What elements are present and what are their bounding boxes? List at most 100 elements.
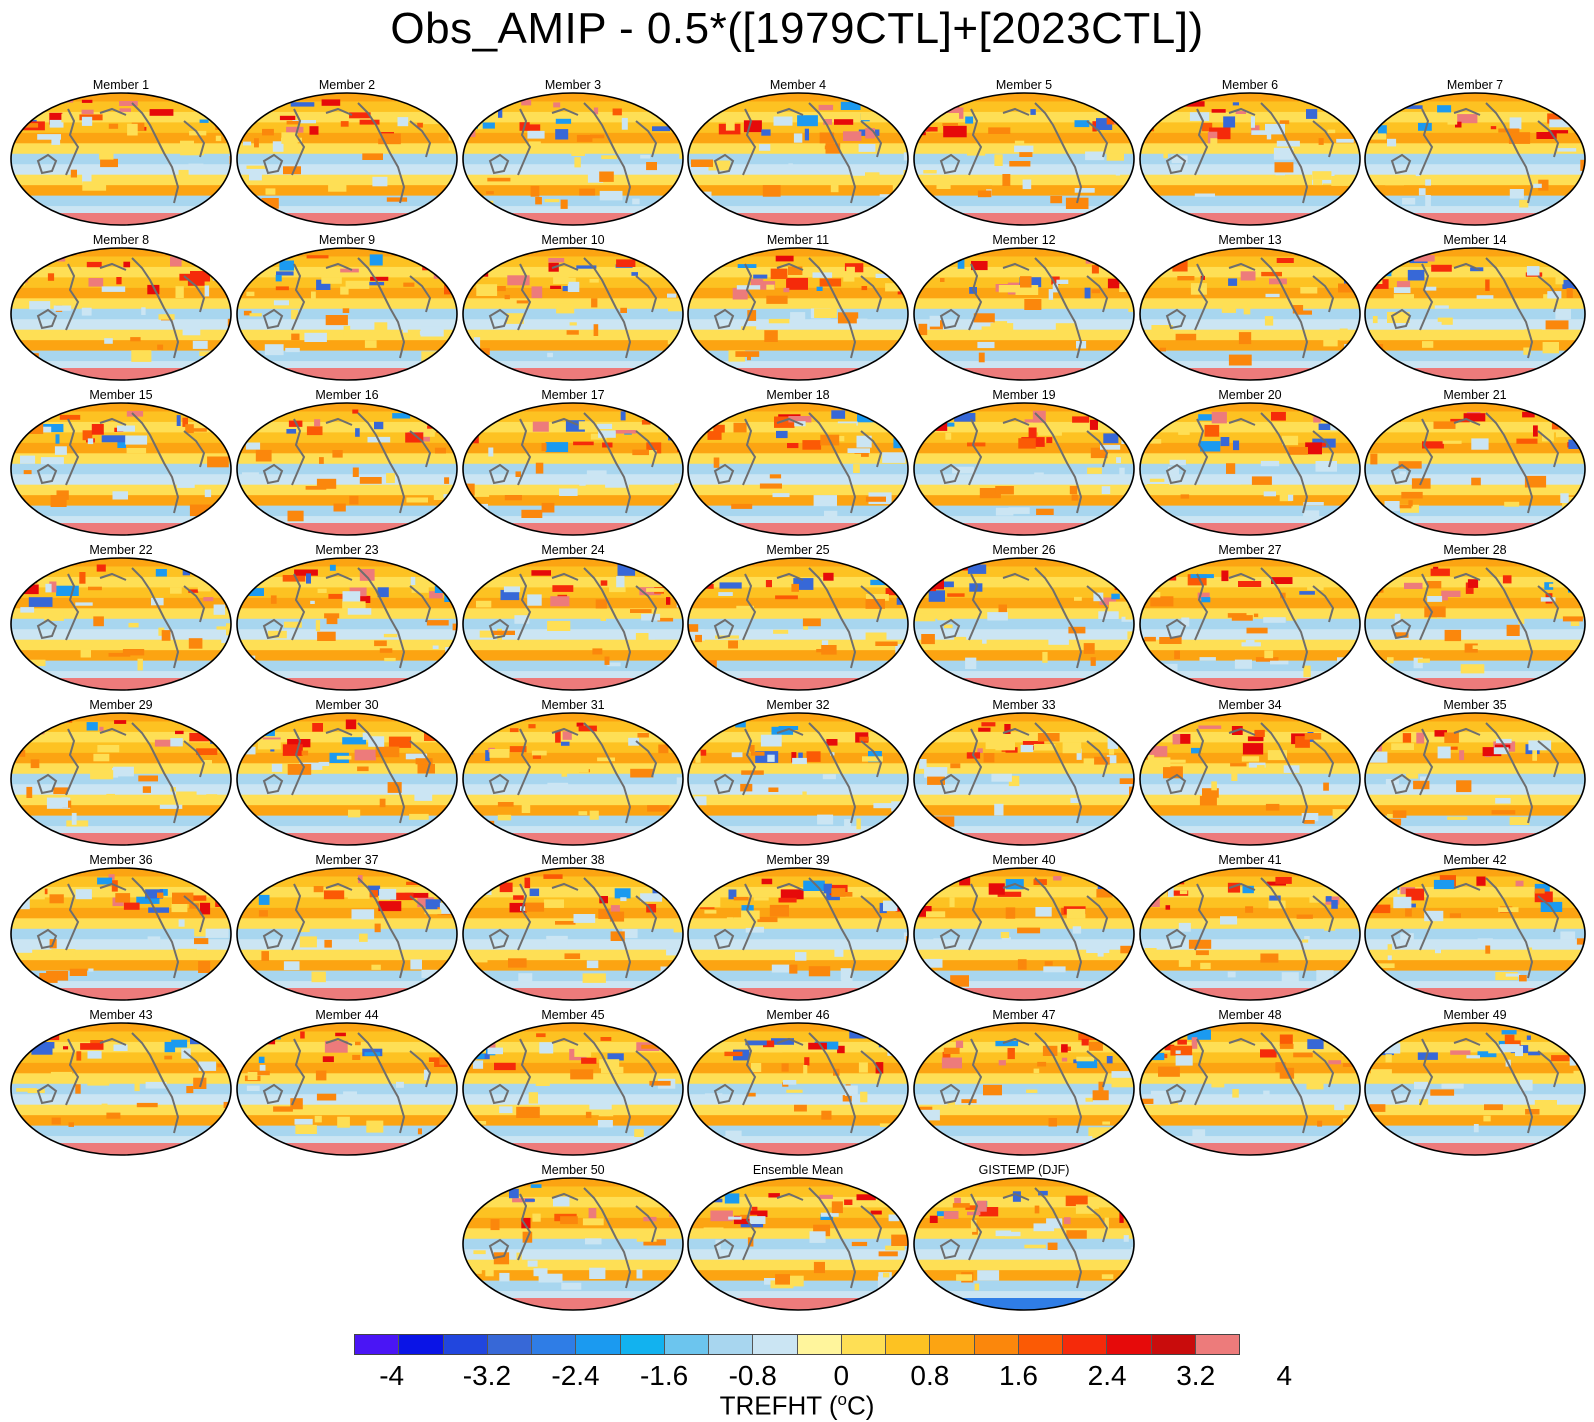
map-panel: Member 24	[460, 544, 686, 694]
map-panel: Member 18	[685, 389, 911, 539]
world-map	[913, 1177, 1135, 1311]
map-panel: Member 45	[460, 1009, 686, 1159]
world-map	[1364, 1022, 1586, 1156]
panel-title: Member 29	[89, 698, 153, 712]
colorbar-swatch	[974, 1335, 1019, 1354]
world-map	[1139, 557, 1361, 691]
colorbar-tick-label: -3.2	[462, 1360, 512, 1391]
colorbar-swatch	[1195, 1335, 1239, 1354]
map-panel: Member 23	[234, 544, 460, 694]
world-map	[687, 1177, 909, 1311]
map-panel: Member 41	[1137, 854, 1363, 1004]
map-panel: Member 39	[685, 854, 911, 1004]
panel-title: Member 22	[89, 543, 153, 557]
map-panel: Member 1	[8, 79, 234, 229]
colorbar-swatch	[930, 1335, 975, 1354]
colorbar-swatch	[1151, 1335, 1196, 1354]
panel-title: Member 42	[1443, 853, 1507, 867]
world-map	[1139, 1022, 1361, 1156]
map-panel: Member 3	[460, 79, 686, 229]
colorbar-swatch	[886, 1335, 931, 1354]
world-map	[1364, 557, 1586, 691]
colorbar-swatch	[399, 1335, 444, 1354]
colorbar-tick-label: 3.2	[1176, 1360, 1216, 1391]
world-map	[10, 1022, 232, 1156]
colorbar-swatch	[841, 1335, 886, 1354]
world-map	[687, 247, 909, 381]
panel-title: Member 15	[89, 388, 153, 402]
map-panel: Member 49	[1362, 1009, 1588, 1159]
panel-title: Member 2	[318, 78, 376, 92]
world-map	[687, 1022, 909, 1156]
panel-title: Member 26	[992, 543, 1056, 557]
world-map	[913, 557, 1135, 691]
colorbar-tick-label: 4	[1276, 1360, 1293, 1391]
world-map	[462, 92, 684, 226]
colorbar-tick-label: -0.8	[728, 1360, 777, 1391]
colorbar-swatch	[443, 1335, 488, 1354]
panel-title: Member 21	[1443, 388, 1507, 402]
map-panel: Member 32	[685, 699, 911, 849]
map-panel: Member 20	[1137, 389, 1363, 539]
world-map	[1364, 402, 1586, 536]
panel-title: Member 7	[1446, 78, 1504, 92]
map-panel-grid: Member 1 Member 2 Member 3 Member 4 Member 5…	[8, 78, 1588, 1311]
world-map	[462, 712, 684, 846]
world-map	[10, 402, 232, 536]
colorbar-tick-label: -4	[379, 1360, 405, 1391]
panel-title: Member 11	[766, 233, 830, 247]
panel-title: Member 44	[315, 1008, 379, 1022]
world-map	[10, 247, 232, 381]
panel-title: Member 27	[1218, 543, 1282, 557]
world-map	[913, 247, 1135, 381]
panel-title: Member 3	[544, 78, 602, 92]
world-map	[687, 867, 909, 1001]
panel-title: Member 33	[992, 698, 1056, 712]
map-panel: Member 44	[234, 1009, 460, 1159]
colorbar-label-text: TREFHT (	[719, 1390, 838, 1421]
colorbar-swatch	[620, 1335, 665, 1354]
world-map	[236, 1022, 458, 1156]
panel-title: Member 31	[541, 698, 605, 712]
panel-title: Member 39	[766, 853, 830, 867]
colorbar-tick-label: -2.4	[551, 1360, 600, 1391]
world-map	[1139, 402, 1361, 536]
world-map	[1364, 92, 1586, 226]
colorbar: -4 -3.2 -2.4 -1.6 -0.8 0 0.8 1.6 2.4 3.2 4 TREFHT …	[354, 1334, 1292, 1422]
map-panel: Member 26	[911, 544, 1137, 694]
map-panel: Member 25	[685, 544, 911, 694]
map-panel: Member 7	[1362, 79, 1588, 229]
map-panel: Member 9	[234, 234, 460, 384]
world-map	[1364, 247, 1586, 381]
panel-title: Member 23	[315, 543, 379, 557]
map-panel: Member 46	[685, 1009, 911, 1159]
map-panel: Member 48	[1137, 1009, 1363, 1159]
panel-title: Member 40	[992, 853, 1056, 867]
map-panel: Member 30	[234, 699, 460, 849]
map-panel: Member 22	[8, 544, 234, 694]
world-map	[687, 402, 909, 536]
world-map	[236, 867, 458, 1001]
colorbar-swatch	[1107, 1335, 1152, 1354]
world-map	[462, 247, 684, 381]
world-map	[913, 867, 1135, 1001]
panel-title: Member 35	[1443, 698, 1507, 712]
colorbar-swatch	[532, 1335, 577, 1354]
world-map	[1139, 247, 1361, 381]
panel-title: Member 12	[992, 233, 1056, 247]
world-map	[462, 402, 684, 536]
map-panel: Member 2	[234, 79, 460, 229]
world-map	[1139, 712, 1361, 846]
panel-title: Member 14	[1443, 233, 1507, 247]
world-map	[462, 1022, 684, 1156]
panel-title: Member 34	[1218, 698, 1282, 712]
world-map	[913, 1022, 1135, 1156]
map-panel: Member 31	[460, 699, 686, 849]
map-panel: Member 35	[1362, 699, 1588, 849]
map-panel: Member 21	[1362, 389, 1588, 539]
colorbar-swatch	[797, 1335, 842, 1354]
panel-title: Member 5	[995, 78, 1053, 92]
map-panel: Member 15	[8, 389, 234, 539]
map-panel: Member 16	[234, 389, 460, 539]
panel-title: Member 18	[766, 388, 830, 402]
